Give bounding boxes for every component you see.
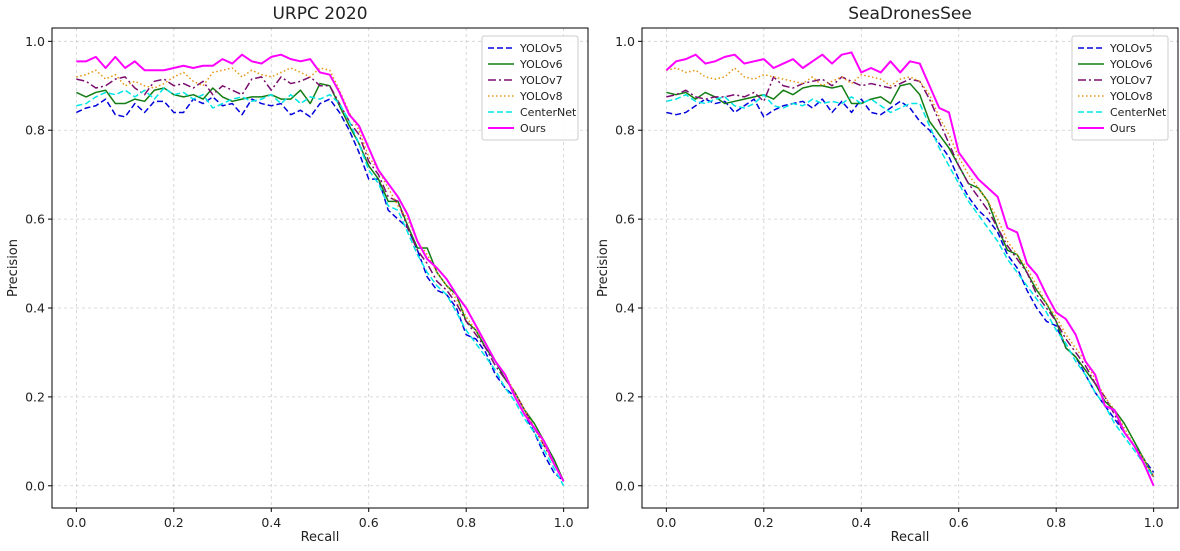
legend: YOLOv5 YOLOv6 YOLOv7 YOLOv8 CenterNet Ours [1071,35,1169,141]
y-tick-label: 1.0 [615,34,635,49]
y-tick-label: 0.8 [25,123,45,138]
x-tick-label: 0.4 [851,515,871,530]
y-tick-label: 0.0 [25,478,45,493]
x-tick-label: 0.8 [456,515,476,530]
series-line-yolov5 [666,98,1155,473]
legend-label-yolov5: YOLOv5 [1109,42,1153,55]
y-axis-label: Precision [6,239,21,297]
y-tick-label: 0.2 [25,389,45,404]
series-line-yolov7 [666,76,1155,478]
y-tick-label: 0.8 [615,123,635,138]
chart-title: SeaDronesSee [848,4,972,24]
legend-box [1071,35,1169,141]
series-line-yolov5 [76,96,565,482]
chart-title: URPC 2020 [272,4,367,24]
x-tick-label: 0.0 [66,515,86,530]
legend-label-yolov6: YOLOv6 [1109,58,1153,71]
x-tick-label: 0.2 [164,515,184,530]
legend-label-yolov7: YOLOv7 [1109,74,1153,87]
series-line-yolov7 [76,76,565,482]
x-tick-label: 0.2 [754,515,774,530]
series-line-ours [76,53,565,482]
legend-label-centernet: CenterNet [520,106,577,119]
y-tick-label: 1.0 [25,34,45,49]
legend-label-yolov8: YOLOv8 [519,90,563,103]
legend-label-yolov6: YOLOv6 [519,58,563,71]
plot-frame [641,27,1179,509]
x-tick-label: 0.0 [656,515,676,530]
series-line-ours [665,51,1155,487]
legend-label-ours: Ours [1110,122,1136,135]
y-tick-label: 0.0 [615,478,635,493]
y-tick-label: 0.6 [615,212,635,227]
legend-label-ours: Ours [520,122,546,135]
plot-frame [51,27,589,509]
series-line-yolov6 [76,82,565,482]
x-axis-label: Recall [301,530,340,545]
y-tick-label: 0.2 [615,389,635,404]
y-axis-label: Precision [596,239,611,297]
chart-panel-seadronessee: 0.0 0.2 0.4 0.6 0.8 1.0 0.0 0.2 0.4 0.6 0.8 1.0 SeaD… [596,4,1179,545]
x-tick-label: 0.6 [359,515,379,530]
y-tick-label: 0.4 [25,301,45,316]
chart-panel-urpc: 0.0 0.2 0.4 0.6 0.8 1.0 0.0 0.2 0.4 0.6 0.8 1.0 URPC… [6,4,589,545]
x-tick-label: 0.4 [261,515,281,530]
series-line-centernet [666,93,1155,478]
legend-label-yolov8: YOLOv8 [1109,90,1153,103]
x-tick-label: 1.0 [1144,515,1164,530]
legend: YOLOv5 YOLOv6 YOLOv7 YOLOv8 CenterNet Ours [481,35,579,141]
legend-label-yolov7: YOLOv7 [519,74,563,87]
x-tick-label: 0.6 [949,515,969,530]
series-line-yolov8 [666,67,1155,478]
legend-box [481,35,579,141]
legend-label-yolov5: YOLOv5 [519,42,563,55]
y-tick-label: 0.4 [615,301,635,316]
x-tick-label: 0.8 [1046,515,1066,530]
y-tick-label: 0.6 [25,212,45,227]
x-tick-label: 1.0 [554,515,574,530]
series-line-yolov6 [666,82,1155,478]
legend-label-centernet: CenterNet [1110,106,1167,119]
series-line-centernet [76,87,565,487]
x-axis-label: Recall [891,530,930,545]
